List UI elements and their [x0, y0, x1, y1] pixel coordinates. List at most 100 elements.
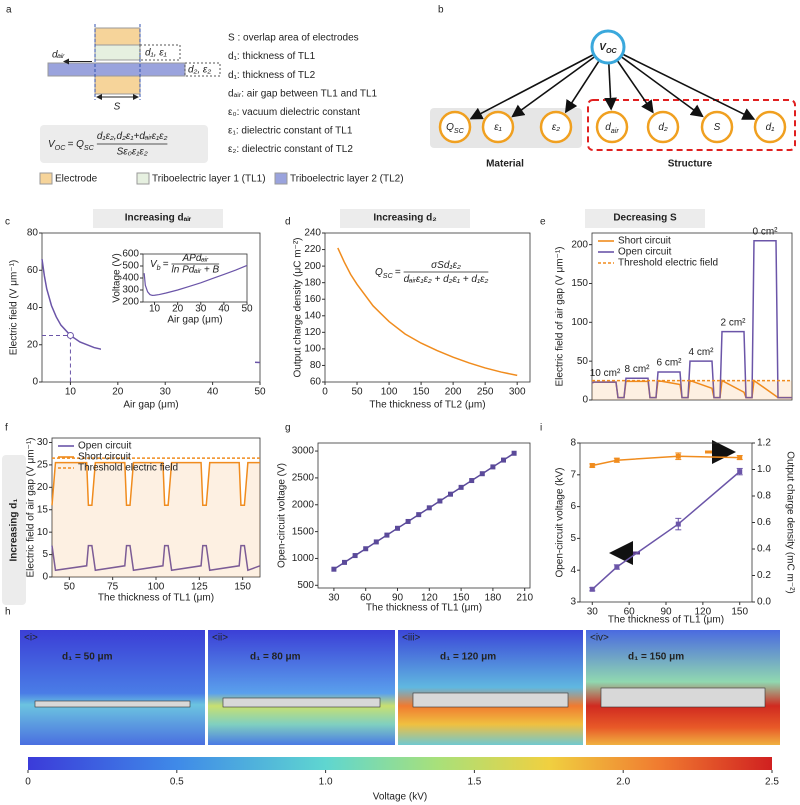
group-label: Structure: [668, 159, 713, 170]
series-line: [591, 240, 792, 399]
data-point: [373, 539, 379, 545]
x-tick-label: 30: [160, 387, 172, 398]
y-tick-label: 200: [122, 297, 139, 308]
annotation: 6 cm²: [657, 358, 683, 369]
series-line: [51, 544, 261, 572]
panel-label: d: [285, 217, 291, 228]
colorbar-label: Voltage (kV): [373, 792, 427, 803]
electrode-bar: [222, 697, 381, 708]
x-tick-label: 50: [254, 387, 266, 398]
factor-label: S: [714, 122, 721, 133]
data-point: [437, 498, 443, 504]
legend-label: Triboelectric layer 2 (TL2): [290, 174, 404, 185]
y-tick-label: 500: [297, 580, 314, 591]
colorbar-tick-label: 2.0: [616, 777, 630, 788]
field-image: [208, 630, 395, 745]
factor-label: d₁: [766, 122, 775, 133]
y-tick-label: 40: [27, 302, 39, 313]
legend-label: Triboelectric layer 1 (TL1): [152, 174, 266, 185]
tl2-layer: [47, 62, 186, 77]
definition: ε₀: vacuum dielectric constant: [228, 107, 360, 118]
y-tick-label: 0: [32, 377, 38, 388]
data-point: [331, 566, 337, 572]
y-tick-label: 600: [122, 249, 139, 260]
x-tick-label: 250: [477, 387, 494, 398]
legend-swatch: [136, 172, 150, 185]
y2-tick-label: 0.8: [757, 491, 771, 502]
y-tick-label: 120: [304, 327, 321, 338]
subscript: b: [157, 263, 161, 272]
x-tick-label: 75: [107, 582, 119, 593]
y-tick-label: 180: [304, 277, 321, 288]
data-point: [469, 478, 475, 484]
y-tick-label: 1500: [292, 526, 315, 537]
y-tick-label: 25: [37, 460, 49, 471]
x-tick-label: 120: [695, 607, 712, 618]
legend-label: Threshold electric field: [618, 258, 718, 269]
text-part: d₁: [766, 122, 775, 133]
image-label: d₁ = 120 μm: [440, 652, 496, 663]
text-part: ε₁: [494, 122, 502, 133]
legend-label: Open circuit: [78, 441, 132, 452]
x-tick-label: 50: [351, 387, 363, 398]
y-tick-label: 7: [570, 469, 576, 480]
data-point: [363, 546, 369, 552]
text-part: V: [150, 259, 158, 270]
plot-frame: [317, 442, 531, 589]
x-tick-label: 50: [64, 582, 76, 593]
factor-node: [595, 110, 629, 144]
y-axis-label: Electric field (V μm⁻¹): [9, 260, 20, 356]
side-label: Increasing d₁: [9, 498, 20, 561]
electrode-bar: [600, 687, 766, 708]
y2-tick-label: 0.6: [757, 517, 771, 528]
text-part: ε₂: [552, 122, 560, 133]
data-point: [458, 484, 464, 490]
data-point: [614, 564, 620, 570]
x-tick-label: 50: [241, 304, 253, 315]
panel-label: b: [438, 5, 444, 16]
panel-label: c: [5, 217, 10, 228]
x-tick-label: 30: [328, 593, 340, 604]
y-tick-label: 2000: [292, 499, 315, 510]
y-tick-label: 200: [571, 239, 588, 250]
tree-edge: [622, 53, 756, 120]
y-tick-label: 80: [310, 360, 322, 371]
factor-label: ε₁: [494, 122, 502, 133]
field-image: [20, 630, 205, 745]
layer-label: d₂, ε₂: [188, 65, 211, 76]
y-axis-label: Open-circuit voltage (V): [277, 463, 288, 568]
colorbar-tick-label: 1.0: [319, 777, 333, 788]
x-tick-label: 90: [392, 593, 404, 604]
text-part: V: [48, 139, 56, 150]
electrode-bar: [412, 692, 569, 708]
y-axis-label: Electric field of air gap (V μm⁻¹): [555, 247, 566, 387]
plot-frame: [591, 232, 793, 401]
root-label: VOC: [599, 42, 617, 56]
colorbar-tick-label: 0.5: [170, 777, 184, 788]
definition: ε₁: dielectric constant of TL1: [228, 126, 353, 137]
factor-label: ε₂: [552, 122, 560, 133]
definition: d₁: thickness of TL1: [228, 51, 316, 62]
annotation: 8 cm²: [625, 364, 651, 375]
y2-tick-label: 1.2: [757, 438, 771, 449]
series-line: [591, 471, 741, 590]
formula-denominator: Sε₀ε₁ε₂: [117, 147, 148, 158]
x-tick-label: 30: [195, 304, 207, 315]
x-tick-label: 40: [218, 304, 230, 315]
tree-edge: [604, 63, 617, 111]
y-axis-label: Voltage (V): [112, 253, 123, 302]
electrode-top: [94, 27, 141, 46]
y-tick-label: 5: [42, 549, 48, 560]
text-part: d: [605, 122, 611, 133]
data-point: [589, 586, 595, 592]
y-tick-label: 160: [304, 294, 321, 305]
y-axis-label: Electric field of air gap (V μm⁻¹): [26, 438, 37, 578]
y-tick-label: 30: [37, 437, 49, 448]
x-tick-label: 300: [509, 387, 526, 398]
area-fill: [592, 380, 792, 400]
image-label: d₁ = 50 μm: [62, 652, 113, 663]
x-tick-label: 10: [65, 387, 77, 398]
formula-lhs: VOC = QSC: [48, 139, 95, 153]
subscript: OC: [606, 46, 618, 55]
